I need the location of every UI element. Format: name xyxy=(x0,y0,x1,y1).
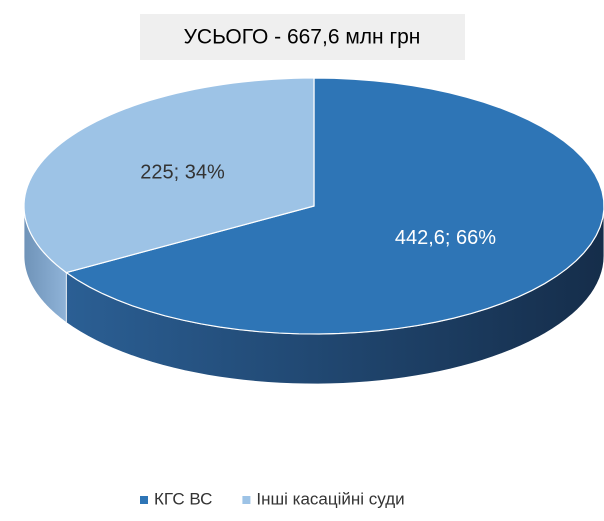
chart-title: УСЬОГО - 667,6 млн грн xyxy=(184,26,421,49)
slice xyxy=(64,77,604,335)
title-box xyxy=(140,14,465,60)
legend-swatch xyxy=(140,496,148,504)
slice xyxy=(23,77,315,274)
data-label: 225; 34% xyxy=(140,162,225,184)
data-label: 442,6; 66% xyxy=(395,227,496,249)
legend-swatch xyxy=(242,496,251,504)
legend-label: КГС ВС xyxy=(154,489,212,508)
pie: 442,6; 66% 225; 34% xyxy=(23,77,604,385)
legend: КГС ВС Інші касаційні суди xyxy=(140,489,405,508)
legend-label: Інші касаційні суди xyxy=(256,489,404,508)
